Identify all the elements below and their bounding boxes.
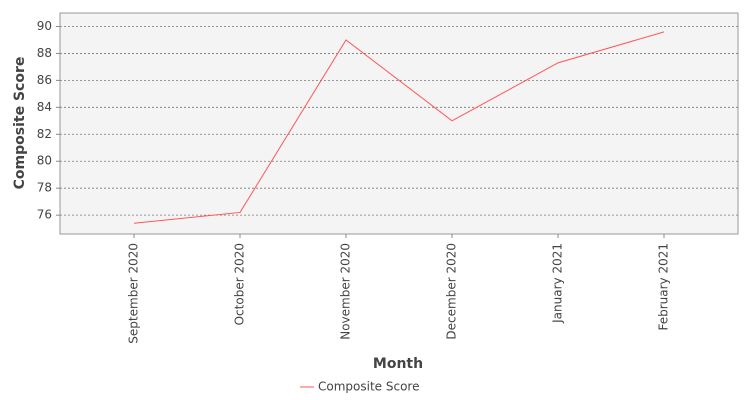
- data-line: [133, 31, 665, 224]
- x-tick-label: January 2021: [551, 243, 565, 324]
- x-tick-label: September 2020: [127, 243, 141, 344]
- x-tick-label: December 2020: [445, 243, 459, 340]
- y-tick-label: 82: [37, 127, 52, 141]
- x-tick-label: October 2020: [233, 243, 247, 325]
- y-tick-label: 86: [37, 73, 52, 87]
- plot-area: [59, 12, 739, 235]
- y-tick-label: 88: [37, 46, 52, 60]
- y-tick-label: 76: [37, 208, 52, 222]
- x-axis-title: Month: [373, 356, 423, 372]
- y-tick-label: 90: [37, 19, 52, 33]
- y-tick-label: 80: [37, 154, 52, 168]
- x-tick-label: November 2020: [339, 243, 353, 340]
- x-tick-label: February 2021: [657, 243, 671, 331]
- y-axis-title: Composite Score: [12, 57, 28, 190]
- y-tick-label: 84: [37, 100, 52, 114]
- y-tick-label: 78: [37, 181, 52, 195]
- legend-label: Composite Score: [318, 380, 419, 394]
